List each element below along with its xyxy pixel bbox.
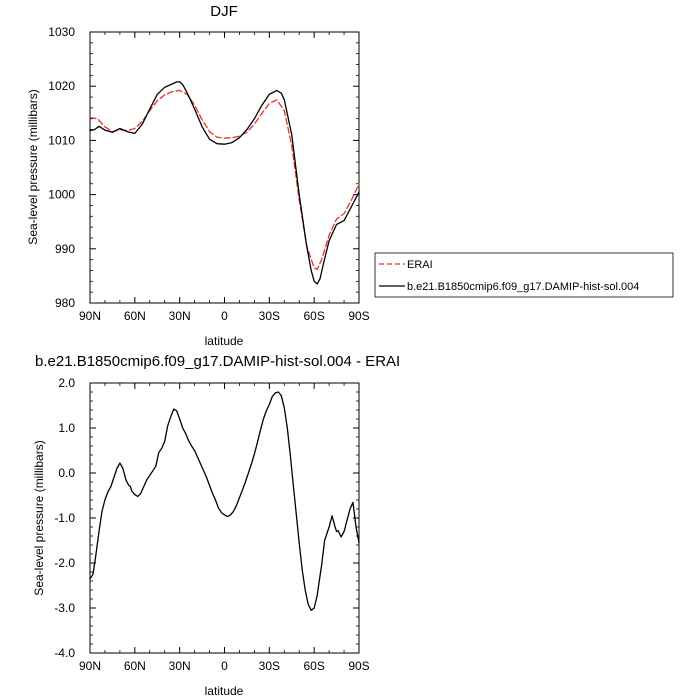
bottom-y-axis-title: Sea-level pressure (millibars) bbox=[32, 440, 46, 595]
top-y-axis-title: Sea-level pressure (millibars) bbox=[26, 89, 40, 244]
bottom-y-tick-label: -1.0 bbox=[54, 511, 75, 525]
top-series-erai-line bbox=[89, 89, 360, 271]
bottom-x-axis-title: latitude bbox=[205, 684, 244, 698]
top-x-tick-label: 60N bbox=[124, 309, 146, 323]
top-series-model-line bbox=[89, 81, 360, 285]
bottom-series-difference-line bbox=[89, 391, 360, 611]
top-series-lines bbox=[89, 81, 360, 285]
bottom-x-tick-label: 90N bbox=[79, 659, 101, 673]
top-x-tick-label: 60S bbox=[303, 309, 324, 323]
bottom-y-tick-label: 2.0 bbox=[58, 376, 75, 390]
bottom-x-tick-label: 0 bbox=[221, 659, 228, 673]
top-y-tick-label: 1030 bbox=[48, 25, 75, 39]
top-x-tick-label: 30N bbox=[169, 309, 191, 323]
bottom-axis-ticks: 90N 60N 30N 0 30S 60S 90S -4.0 -3.0 -2.0 -1.0 0.0 1.… bbox=[54, 376, 369, 673]
bottom-panel: b.e21.B1850cmip6.f09_g17.DAMIP-hist-sol.… bbox=[32, 353, 400, 698]
bottom-series-lines bbox=[89, 391, 360, 611]
top-x-axis-title: latitude bbox=[205, 334, 244, 348]
bottom-x-tick-label: 90S bbox=[348, 659, 369, 673]
bottom-y-tick-label: 1.0 bbox=[58, 421, 75, 435]
top-panel: DJF 90N 60N 30N 0 30S 60S 90S 980 990 1000 1010 102… bbox=[26, 3, 370, 348]
top-x-tick-label: 0 bbox=[221, 309, 228, 323]
legend: ERAI b.e21.B1850cmip6.f09_g17.DAMIP-hist… bbox=[374, 252, 674, 298]
top-y-tick-label: 1020 bbox=[48, 79, 75, 93]
bottom-y-tick-label: -4.0 bbox=[54, 646, 75, 660]
top-plot-frame bbox=[89, 31, 360, 304]
legend-box bbox=[374, 252, 674, 298]
top-y-tick-label: 1010 bbox=[48, 133, 75, 147]
bottom-y-tick-label: -3.0 bbox=[54, 601, 75, 615]
top-x-tick-label: 90N bbox=[79, 309, 101, 323]
top-y-tick-label: 990 bbox=[55, 242, 75, 256]
bottom-x-tick-label: 60N bbox=[124, 659, 146, 673]
top-x-tick-label: 90S bbox=[348, 309, 369, 323]
bottom-plot-frame bbox=[89, 382, 360, 654]
top-axis-ticks: 90N 60N 30N 0 30S 60S 90S 980 990 1000 1010 1020 103… bbox=[48, 25, 369, 323]
bottom-x-tick-label: 30N bbox=[169, 659, 191, 673]
legend-label-model: b.e21.B1850cmip6.f09_g17.DAMIP-hist-sol.… bbox=[407, 281, 639, 293]
top-y-tick-label: 1000 bbox=[48, 188, 75, 202]
legend-label-erai: ERAI bbox=[407, 259, 433, 271]
top-x-tick-label: 30S bbox=[259, 309, 280, 323]
top-panel-title: DJF bbox=[210, 3, 238, 20]
bottom-y-tick-label: -2.0 bbox=[54, 556, 75, 570]
top-y-tick-label: 980 bbox=[55, 296, 75, 310]
bottom-x-tick-label: 30S bbox=[259, 659, 280, 673]
bottom-y-tick-label: 0.0 bbox=[58, 466, 75, 480]
bottom-x-tick-label: 60S bbox=[303, 659, 324, 673]
bottom-panel-title: b.e21.B1850cmip6.f09_g17.DAMIP-hist-sol.… bbox=[35, 353, 400, 370]
